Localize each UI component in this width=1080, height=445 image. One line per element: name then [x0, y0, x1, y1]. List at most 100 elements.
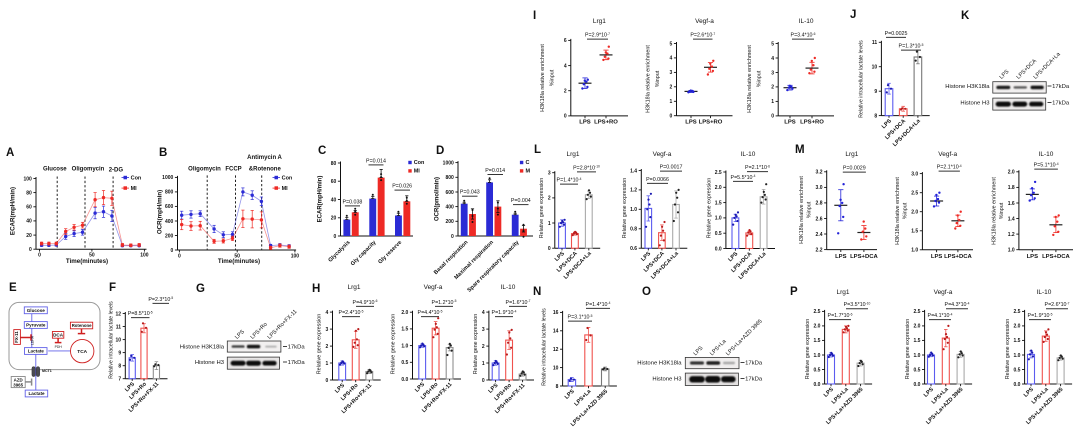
svg-text:P=2.3*10-5: P=2.3*10-5 [148, 296, 173, 303]
svg-text:Antimycin A: Antimycin A [247, 155, 282, 161]
svg-text:Lrg1: Lrg1 [845, 151, 858, 158]
svg-text:0: 0 [326, 378, 329, 384]
svg-text:L: L [534, 144, 541, 156]
svg-text:16: 16 [553, 310, 559, 316]
svg-text:0.0: 0.0 [401, 377, 408, 383]
svg-text:1.0: 1.0 [913, 353, 920, 359]
svg-text:Lrg1: Lrg1 [347, 284, 360, 291]
svg-text:P=2.8*10-10: P=2.8*10-10 [573, 165, 600, 172]
svg-text:8: 8 [118, 364, 121, 370]
svg-text:1.0: 1.0 [1008, 248, 1015, 254]
svg-text:100: 100 [23, 176, 32, 182]
svg-text:400: 400 [165, 219, 174, 225]
svg-text:0: 0 [482, 378, 485, 384]
svg-text:0.0: 0.0 [913, 382, 920, 388]
svg-text:ECAR(mpH/min): ECAR(mpH/min) [10, 187, 17, 235]
svg-text:17kDa: 17kDa [288, 345, 306, 351]
svg-text:2.0: 2.0 [813, 324, 820, 330]
svg-text:P=0.038: P=0.038 [342, 199, 362, 205]
svg-text:P=1.9*10-4: P=1.9*10-4 [492, 309, 517, 316]
svg-text:P=1.7*10-6: P=1.7*10-6 [828, 312, 853, 319]
svg-text:LPS: LPS [693, 345, 705, 357]
svg-text:OCR(pmol/min): OCR(pmol/min) [435, 177, 441, 221]
svg-text:3965: 3965 [13, 382, 23, 387]
svg-text:80: 80 [331, 161, 337, 167]
svg-text:0.5: 0.5 [913, 367, 920, 373]
svg-text:P=1.9*10-5: P=1.9*10-5 [1028, 312, 1053, 319]
svg-text:Relative gene expression: Relative gene expression [622, 178, 628, 239]
svg-text:P=8.5*10-5: P=8.5*10-5 [128, 310, 153, 317]
svg-text:60: 60 [26, 205, 32, 211]
svg-text:0.5: 0.5 [401, 360, 408, 366]
svg-text:Histone H3: Histone H3 [652, 377, 682, 383]
svg-text:P=0.0029: P=0.0029 [843, 166, 866, 172]
svg-text:AZD: AZD [14, 377, 23, 382]
svg-text:K: K [961, 10, 970, 22]
svg-text:3.2: 3.2 [816, 170, 823, 176]
svg-text:LPS: LPS [234, 329, 246, 341]
svg-text:0: 0 [451, 234, 454, 240]
svg-text:0: 0 [548, 246, 551, 252]
svg-text:5: 5 [771, 41, 774, 47]
svg-text:LPS+RO: LPS+RO [800, 120, 824, 126]
svg-text:1.0: 1.0 [911, 248, 918, 254]
svg-text:100: 100 [291, 254, 300, 260]
svg-text:H3K18la relative enrichment: H3K18la relative enrichment [540, 44, 546, 112]
svg-text:LPS+DCA: LPS+DCA [944, 254, 972, 260]
svg-text:1.2: 1.2 [1008, 232, 1015, 238]
svg-text:LPS: LPS [931, 254, 943, 260]
svg-text:11: 11 [872, 40, 878, 46]
svg-text:P=1.4*10-4: P=1.4*10-4 [557, 177, 582, 184]
svg-text:2.6: 2.6 [816, 216, 823, 222]
svg-text:Con: Con [131, 175, 142, 181]
svg-text:4: 4 [670, 56, 673, 62]
svg-text:6: 6 [564, 38, 567, 44]
svg-text:40: 40 [26, 219, 32, 225]
svg-text:Oligomycin: Oligomycin [188, 167, 221, 173]
svg-text:Relative gene expression: Relative gene expression [473, 314, 479, 375]
svg-text:LPS: LPS [1027, 254, 1039, 260]
svg-text:2: 2 [482, 344, 485, 350]
svg-text:1.4: 1.4 [630, 168, 637, 174]
svg-text:Pyruvate: Pyruvate [26, 323, 46, 328]
svg-text:P=0.014: P=0.014 [485, 168, 505, 174]
svg-text:0: 0 [178, 254, 181, 260]
svg-text:P=0.0066: P=0.0066 [646, 177, 669, 183]
svg-text:0: 0 [29, 247, 32, 253]
svg-text:O: O [642, 286, 651, 298]
svg-text:P=1.2*10-5: P=1.2*10-5 [432, 299, 457, 306]
svg-text:J: J [850, 9, 856, 21]
svg-text:P=0.004: P=0.004 [511, 198, 531, 204]
svg-text:P=2.4*10-5: P=2.4*10-5 [339, 309, 364, 316]
svg-text:2.0: 2.0 [1008, 170, 1015, 176]
svg-text:1.5: 1.5 [1013, 338, 1020, 344]
svg-text:0.5: 0.5 [813, 367, 820, 373]
svg-text:Lrg1: Lrg1 [566, 151, 579, 158]
svg-text:9: 9 [874, 89, 877, 95]
svg-text:LPS+DCA: LPS+DCA [1042, 254, 1070, 260]
svg-text:P=2.6*10-7: P=2.6*10-7 [690, 32, 715, 39]
svg-text:Relative gene expression: Relative gene expression [317, 314, 323, 375]
svg-text:4: 4 [564, 63, 567, 69]
svg-text:1: 1 [771, 99, 774, 105]
svg-text:2.0: 2.0 [1013, 324, 1020, 330]
svg-text:MI: MI [131, 186, 138, 192]
svg-text:600: 600 [165, 204, 174, 210]
svg-text:0.0: 0.0 [1013, 382, 1020, 388]
svg-text:P=2.6*10-7: P=2.6*10-7 [1045, 302, 1070, 309]
svg-text:2: 2 [771, 85, 774, 91]
svg-text:P=2.9*10-7: P=2.9*10-7 [585, 32, 610, 39]
svg-text:1.0: 1.0 [630, 207, 637, 213]
svg-text:Relative gene expression: Relative gene expression [707, 178, 713, 239]
svg-text:40: 40 [331, 197, 337, 203]
svg-text:P=0.0025: P=0.0025 [885, 31, 908, 37]
svg-text:P=0.026: P=0.026 [392, 184, 412, 190]
svg-text:Histone H3: Histone H3 [195, 360, 225, 366]
svg-text:P=5.1*10-4: P=5.1*10-4 [1034, 162, 1059, 169]
svg-text:%input: %input [902, 202, 908, 219]
svg-text:Lactate: Lactate [28, 349, 45, 354]
svg-text:1: 1 [482, 361, 485, 367]
svg-text:1.0: 1.0 [813, 353, 820, 359]
svg-text:LPS+DCA: LPS+DCA [850, 254, 878, 260]
svg-text:IL-10: IL-10 [799, 18, 814, 25]
